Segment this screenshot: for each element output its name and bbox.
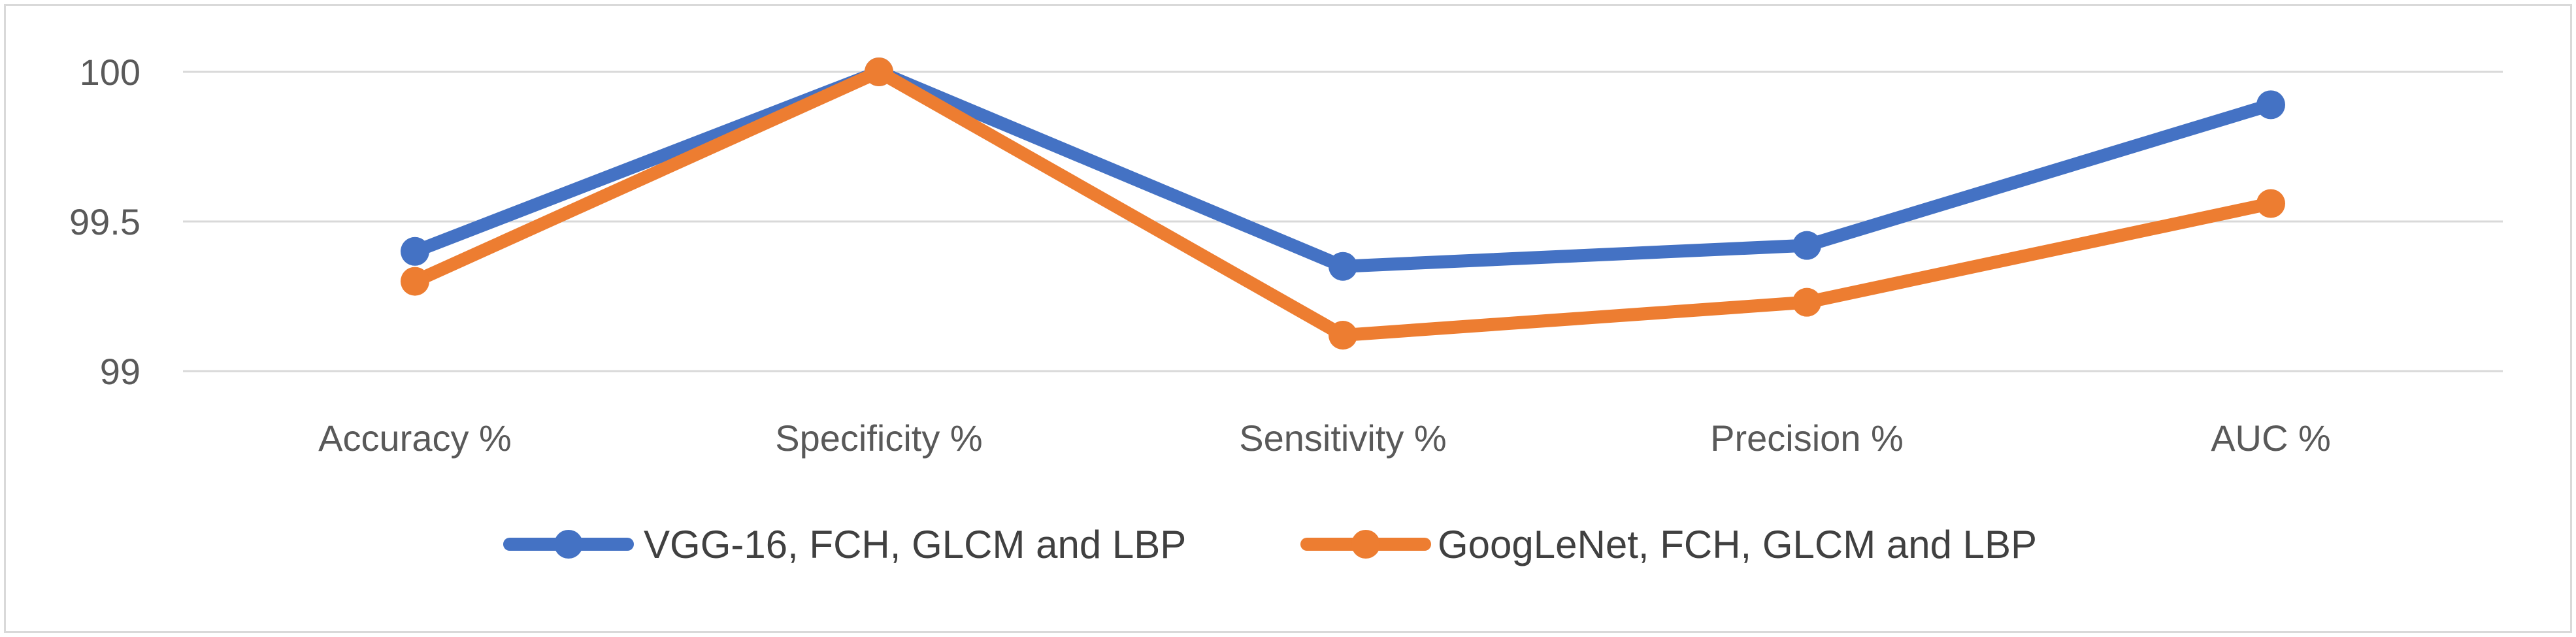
data-point bbox=[1792, 231, 1821, 260]
x-tick-label: AUC % bbox=[2211, 417, 2331, 459]
y-tick-label: 100 bbox=[80, 52, 140, 93]
gridlines bbox=[183, 71, 2503, 372]
data-point bbox=[1329, 321, 1357, 350]
legend: VGG-16, FCH, GLCM and LBP GoogLeNet, FCH,… bbox=[503, 523, 2037, 566]
series bbox=[401, 57, 2285, 350]
x-axis-ticks: Accuracy % Specificity % Sensitivity % Prec… bbox=[318, 417, 2331, 459]
series-line bbox=[408, 65, 2277, 342]
data-point bbox=[401, 237, 429, 266]
series-2 bbox=[401, 57, 2285, 350]
legend-label: GoogLeNet, FCH, GLCM and LBP bbox=[1438, 523, 2037, 566]
chart-frame bbox=[4, 4, 2572, 633]
series-line bbox=[408, 65, 2277, 273]
x-tick-label: Accuracy % bbox=[318, 417, 512, 459]
y-tick-label: 99 bbox=[100, 351, 140, 392]
series-1 bbox=[401, 57, 2285, 281]
data-point bbox=[1792, 287, 1821, 317]
x-tick-label: Precision % bbox=[1710, 417, 1904, 459]
data-point bbox=[1329, 252, 1357, 281]
x-tick-label: Specificity % bbox=[775, 417, 982, 459]
legend-swatch-marker bbox=[1351, 530, 1380, 559]
y-tick-label: 99.5 bbox=[69, 201, 140, 242]
legend-swatch-marker bbox=[554, 530, 583, 559]
legend-item: GoogLeNet, FCH, GLCM and LBP bbox=[1300, 523, 2037, 566]
x-tick-label: Sensitivity % bbox=[1239, 417, 1446, 459]
legend-label: VGG-16, FCH, GLCM and LBP bbox=[644, 523, 1186, 566]
data-point bbox=[865, 57, 893, 86]
data-point bbox=[2256, 90, 2285, 120]
legend-item: VGG-16, FCH, GLCM and LBP bbox=[503, 523, 1186, 566]
y-axis-ticks: 99 99.5 100 bbox=[69, 52, 140, 392]
data-point bbox=[2256, 189, 2285, 218]
data-point bbox=[401, 267, 429, 296]
